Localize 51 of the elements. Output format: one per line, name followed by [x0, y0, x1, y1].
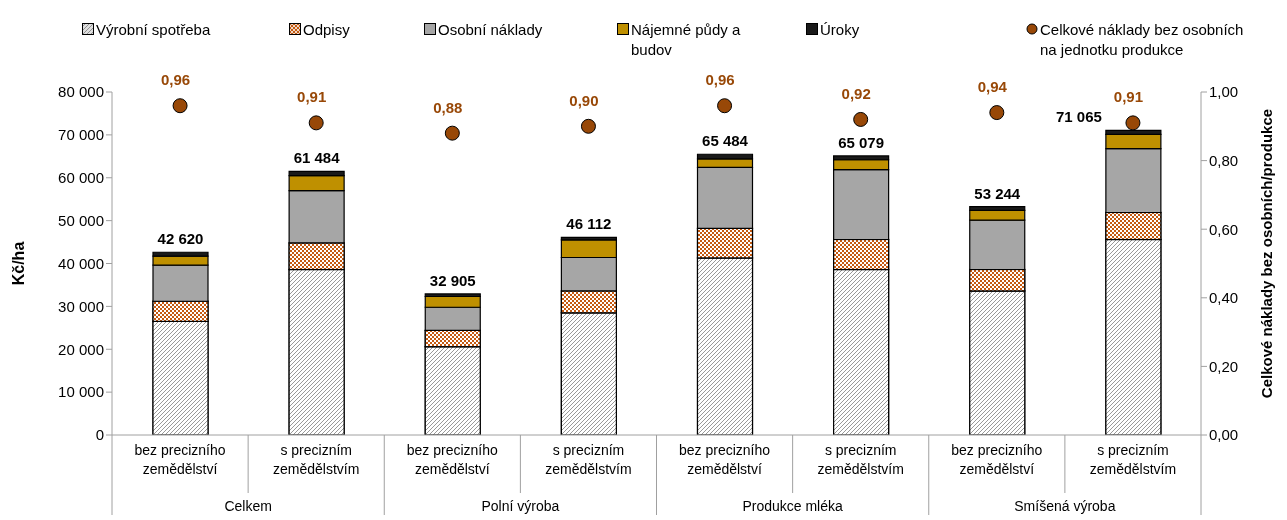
text: Celkem — [224, 498, 272, 514]
x-tick-label: bez precizního zemědělství — [951, 442, 1043, 477]
y2-tick-label: 0,40 — [1209, 289, 1239, 307]
text: Smíšená výroba — [1014, 498, 1116, 514]
total-label: 65 484 — [702, 132, 749, 150]
data-label: 0,91 — [297, 88, 327, 106]
y-tick-label: 10 000 — [58, 383, 104, 401]
y-tick-label: 50 000 — [58, 211, 104, 229]
y-tick-label: 40 000 — [58, 254, 104, 272]
x-tick-label: s precizním zemědělstvím — [817, 442, 904, 477]
data-label: 0,96 — [705, 71, 735, 89]
legend-label: Celkové náklady bez osobních na jednotku produkce — [1040, 20, 1245, 60]
text: Polní výroba — [481, 498, 560, 514]
legend-label: Výrobní spotřeba — [96, 20, 211, 40]
y-tick-label: 30 000 — [58, 297, 104, 315]
y-tick-label: 60 000 — [58, 169, 104, 187]
y2-tick-label: 0,00 — [1209, 426, 1239, 444]
data-label: 0,90 — [569, 91, 599, 109]
data-label: 0,96 — [160, 71, 191, 89]
y-tick-label: 0 — [95, 426, 104, 444]
x-tick-label: bez precizního zemědělství — [406, 442, 499, 477]
y2-tick-label: 0,20 — [1209, 357, 1239, 375]
y-tick-label: 20 000 — [58, 340, 104, 358]
x-tick-label: bez precizního zemědělství — [679, 442, 771, 477]
total-label: 61 484 — [293, 149, 341, 167]
y-tick-label: 80 000 — [58, 83, 104, 101]
y-axis-title: Kč/ha — [9, 241, 27, 286]
data-label: 0,94 — [977, 78, 1008, 96]
x-tick-label: s precizním zemědělstvím — [545, 442, 632, 477]
y2-axis-title: Celkové náklady bez osobních/produkce — [1258, 108, 1275, 399]
y-tick-label: 70 000 — [58, 126, 104, 144]
legend-label: Nájemné půdy a budov — [631, 20, 742, 60]
total-label: 46 112 — [566, 215, 612, 233]
y2-tick-label: 0,80 — [1209, 151, 1239, 169]
total-label: 65 079 — [838, 133, 885, 151]
data-label: 0,92 — [841, 84, 871, 102]
y2-tick-label: 0,60 — [1209, 220, 1239, 238]
total-label: 71 065 — [1055, 108, 1102, 126]
legend-label: Osobní náklady — [438, 20, 543, 40]
text: Produkce mléka — [742, 498, 844, 514]
x-tick-label: s precizním zemědělstvím — [273, 442, 360, 477]
total-label: 42 620 — [157, 230, 204, 248]
x-tick-label: s precizním zemědělstvím — [1089, 442, 1177, 477]
y2-tick-label: 1,00 — [1209, 83, 1239, 101]
data-label: 0,88 — [433, 98, 463, 116]
total-label: 53 244 — [974, 184, 1021, 202]
total-label: 32 905 — [429, 271, 476, 289]
legend-label: Úroky — [820, 20, 860, 40]
x-tick-label: bez precizního zemědělství — [134, 442, 226, 477]
data-label: 0,91 — [1113, 88, 1144, 106]
legend-label: Odpisy — [303, 20, 350, 40]
